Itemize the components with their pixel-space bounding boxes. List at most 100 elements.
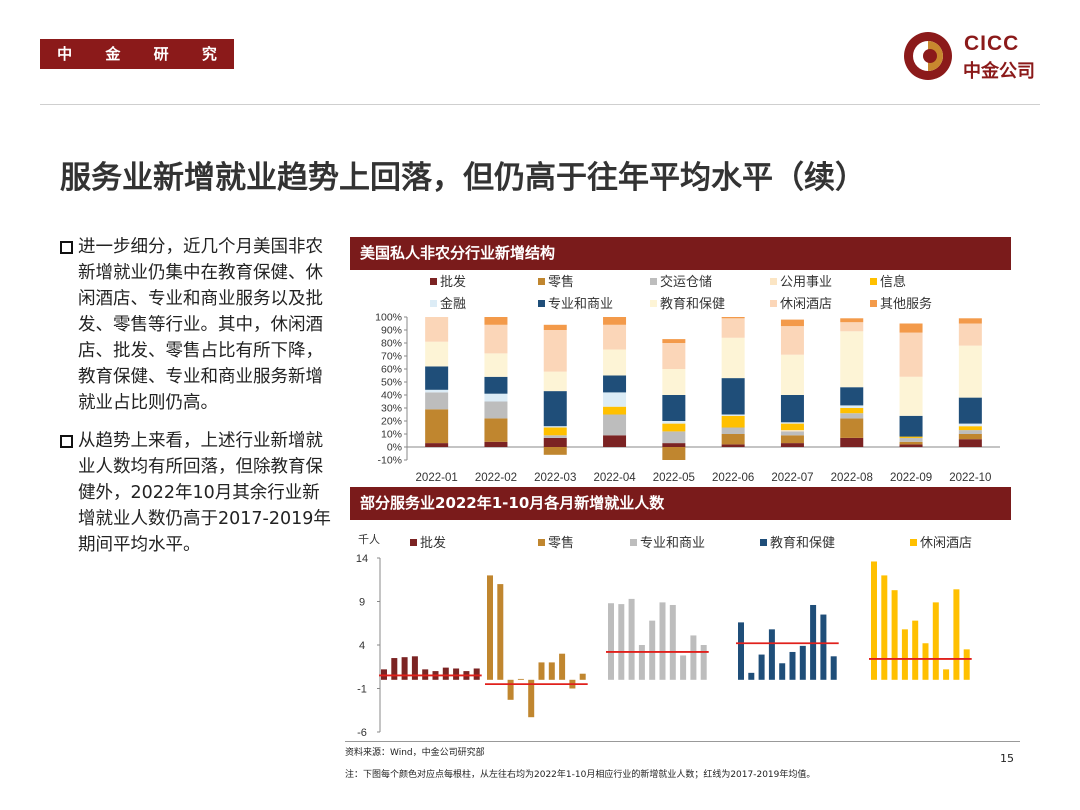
stacked-bar-segment bbox=[780, 395, 804, 423]
stacked-bar-segment bbox=[780, 423, 804, 431]
legend-label: 休闲酒店 bbox=[920, 536, 972, 551]
bar bbox=[453, 668, 460, 680]
legend-swatch bbox=[650, 300, 657, 307]
bar bbox=[528, 679, 535, 718]
bar bbox=[690, 635, 697, 680]
stacked-bar-segment bbox=[603, 375, 627, 393]
stacked-bar-segment bbox=[662, 339, 686, 343]
stacked-bar-segment bbox=[603, 406, 627, 415]
legend-swatch bbox=[760, 539, 767, 546]
legend-label: 休闲酒店 bbox=[780, 297, 832, 312]
y-tick-label: 70% bbox=[381, 351, 402, 363]
bar bbox=[559, 653, 566, 680]
legend-label: 教育和保健 bbox=[770, 535, 835, 551]
cicc-logo-icon bbox=[904, 32, 952, 80]
legend-swatch bbox=[430, 278, 437, 285]
stacked-bar-segment bbox=[543, 427, 567, 436]
legend-label: 专业和商业 bbox=[548, 297, 613, 312]
stacked-bar-segment bbox=[603, 349, 627, 376]
stacked-bar-segment bbox=[662, 431, 686, 444]
bar bbox=[669, 604, 676, 680]
stacked-bar-segment bbox=[958, 318, 982, 324]
stacked-bar-segment bbox=[958, 430, 982, 434]
stacked-bar-segment bbox=[899, 437, 923, 442]
stacked-bar-segment bbox=[780, 354, 804, 395]
bar bbox=[963, 649, 970, 680]
stacked-bar-segment bbox=[603, 392, 627, 407]
stacked-bar-segment bbox=[840, 413, 864, 419]
stacked-bar-segment bbox=[958, 397, 982, 424]
stacked-bar-segment bbox=[484, 401, 508, 419]
stacked-bar-segment bbox=[603, 435, 627, 447]
stacked-bar-segment bbox=[484, 376, 508, 394]
stacked-bar-segment bbox=[662, 343, 686, 369]
bar bbox=[871, 561, 877, 680]
bar bbox=[608, 603, 614, 680]
stacked-bar-segment bbox=[721, 318, 745, 338]
stacked-bar-segment bbox=[721, 337, 745, 379]
legend-label: 零售 bbox=[548, 535, 574, 551]
stacked-bar-segment bbox=[662, 443, 686, 447]
stacked-bar-segment bbox=[780, 435, 804, 444]
header-divider bbox=[40, 104, 1040, 105]
bar bbox=[628, 598, 635, 680]
stacked-bar-segment bbox=[958, 423, 982, 427]
legend-label: 批发 bbox=[440, 274, 466, 290]
bar bbox=[738, 622, 744, 680]
stacked-bar-segment bbox=[780, 319, 804, 327]
stacked-bar-segment bbox=[721, 414, 745, 416]
legend-label: 零售 bbox=[548, 274, 574, 290]
stacked-bar-segment bbox=[425, 389, 449, 393]
y-tick-label: 9 bbox=[359, 597, 365, 609]
bullet-item: 进一步细分，近几个月美国非农新增就业仍集中在教育保健、休闲酒店、专业和商业服务以… bbox=[60, 234, 332, 416]
bar bbox=[497, 584, 504, 680]
bar bbox=[548, 662, 555, 680]
stacked-bar-segment bbox=[958, 439, 982, 447]
bar bbox=[748, 672, 755, 680]
bar bbox=[411, 656, 418, 680]
y-tick-label: 10% bbox=[381, 429, 402, 441]
stacked-bar-segment bbox=[958, 434, 982, 440]
bar bbox=[579, 673, 586, 680]
stacked-bar-segment bbox=[543, 447, 567, 455]
y-tick-label: 50% bbox=[381, 377, 402, 389]
bar bbox=[922, 643, 929, 680]
stacked-bar-segment bbox=[425, 392, 449, 410]
stacked-bar-segment bbox=[721, 444, 745, 447]
stacked-bar-segment bbox=[543, 391, 567, 427]
bar bbox=[487, 575, 493, 680]
y-tick-label: 90% bbox=[381, 325, 402, 337]
bar bbox=[401, 657, 408, 680]
legend-swatch bbox=[538, 539, 545, 546]
stacked-bar-segment bbox=[721, 434, 745, 445]
stacked-bar-segment bbox=[543, 324, 567, 330]
stacked-bar-segment bbox=[721, 415, 745, 428]
square-bullet-icon bbox=[60, 435, 73, 448]
legend-swatch bbox=[870, 278, 877, 285]
chart2-title: 部分服务业2022年1-10月各月新增就业人数 bbox=[350, 487, 1011, 520]
stacked-bar-segment bbox=[662, 395, 686, 421]
stacked-bar-segment bbox=[899, 436, 923, 438]
stacked-bar-segment bbox=[543, 426, 567, 428]
x-tick-label: 2022-04 bbox=[593, 472, 636, 484]
legend-swatch bbox=[630, 539, 637, 546]
bar bbox=[881, 575, 888, 680]
bullet-item: 从趋势上来看，上述行业新增就业人数均有所回落，但除教育保健外，2022年10月其… bbox=[60, 428, 332, 558]
bar bbox=[442, 667, 449, 680]
stacked-bar-segment bbox=[484, 418, 508, 442]
bar bbox=[799, 645, 806, 680]
stacked-bar-segment bbox=[425, 409, 449, 444]
stacked-bar-segment bbox=[840, 322, 864, 332]
legend-swatch bbox=[650, 278, 657, 285]
bar bbox=[901, 629, 908, 680]
x-tick-label: 2022-01 bbox=[416, 472, 458, 484]
stacked-bar-segment bbox=[840, 405, 864, 408]
y-tick-label: 80% bbox=[381, 338, 402, 350]
stacked-bar-segment bbox=[543, 330, 567, 372]
cicc-logo: CICC 中金公司 bbox=[902, 30, 1047, 86]
stacked-bar-segment bbox=[899, 332, 923, 377]
bar bbox=[538, 662, 545, 680]
bar bbox=[953, 589, 960, 680]
y-tick-label: 0% bbox=[387, 442, 402, 454]
x-tick-label: 2022-07 bbox=[771, 472, 813, 484]
